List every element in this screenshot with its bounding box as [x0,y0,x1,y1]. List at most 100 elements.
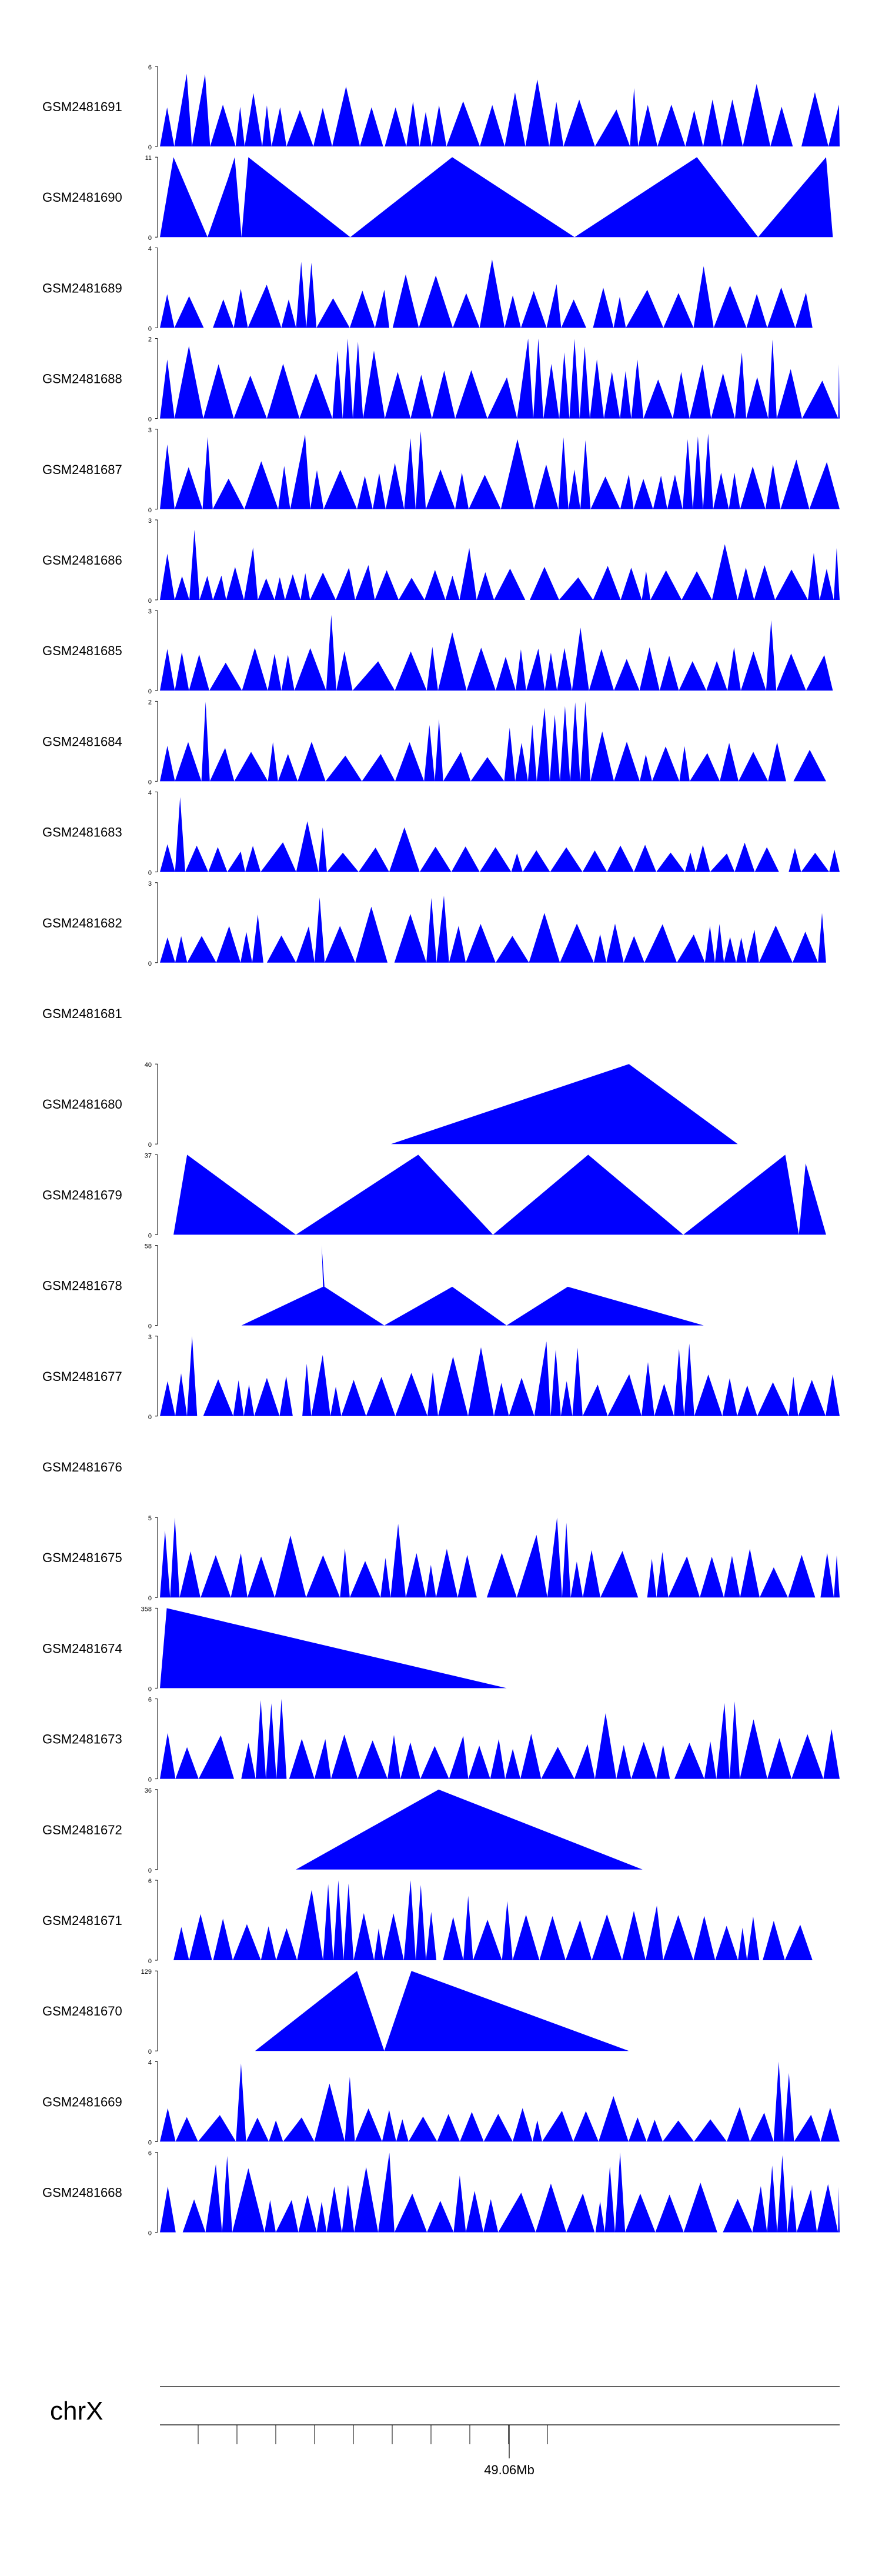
track-GSM2481670: GSM2481670 129 0 [42,1968,629,2056]
ruler-ticks [198,2425,548,2458]
y-max-label: 6 [148,1697,152,1704]
track-label: GSM2481675 [42,1550,122,1565]
track-GSM2481678: GSM2481678 58 0 [42,1243,704,1330]
y-max-label: 358 [141,1606,152,1613]
y-min-label: 0 [148,2048,152,2056]
track-label: GSM2481687 [42,462,122,477]
track-label: GSM2481682 [42,916,122,930]
y-min-label: 0 [148,1777,152,1784]
track-label: GSM2481681 [42,1006,122,1021]
track-label: GSM2481686 [42,553,122,568]
y-max-label: 4 [148,2059,152,2066]
y-min-label: 0 [148,2139,152,2146]
track-label: GSM2481683 [42,825,122,840]
y-max-label: 40 [145,1062,152,1069]
track-GSM2481680: GSM2481680 40 0 [42,1062,738,1149]
track-GSM2481672: GSM2481672 36 0 [42,1787,643,1874]
track-GSM2481679: GSM2481679 37 0 [42,1152,826,1239]
track-label: GSM2481680 [42,1097,122,1112]
y-max-label: 2 [148,699,152,706]
y-min-label: 0 [148,870,152,877]
coverage-area [160,157,833,238]
track-GSM2481690: GSM2481690 11 0 [42,155,833,242]
track-GSM2481669: GSM2481669 4 0 [42,2059,840,2146]
y-max-label: 3 [148,608,152,615]
y-min-label: 0 [148,507,152,514]
y-max-label: 6 [148,1878,152,1885]
track-label: GSM2481677 [42,1369,122,1384]
y-max-label: 37 [145,1152,152,1159]
y-min-label: 0 [148,779,152,786]
position-label: 49.06Mb [484,2462,534,2477]
y-min-label: 0 [148,1323,152,1330]
coverage-area [160,74,840,146]
track-label: GSM2481673 [42,1732,122,1747]
track-GSM2481673: GSM2481673 6 0 [42,1697,840,1784]
coverage-area [255,1971,629,2051]
track-label: GSM2481688 [42,372,122,386]
coverage-area [160,701,826,782]
track-GSM2481683: GSM2481683 4 0 [42,790,840,877]
y-min-label: 0 [148,1686,152,1693]
coverage-area [160,529,840,600]
y-max-label: 129 [141,1968,152,1976]
track-GSM2481671: GSM2481671 6 0 [42,1878,813,1965]
coverage-area [160,895,826,963]
coverage-area [160,2061,840,2142]
track-label: GSM2481668 [42,2185,122,2200]
track-GSM2481687: GSM2481687 3 0 [42,427,840,514]
y-max-label: 2 [148,336,152,343]
y-max-label: 3 [148,427,152,434]
y-max-label: 4 [148,790,152,797]
track-GSM2481674: GSM2481674 358 0 [42,1606,507,1693]
coverage-area [160,1517,840,1598]
coverage-area [160,2152,840,2233]
y-max-label: 11 [145,155,152,162]
track-label: GSM2481669 [42,2094,122,2109]
track-GSM2481685: GSM2481685 3 0 [42,608,833,695]
y-min-label: 0 [148,1595,152,1602]
track-label: GSM2481684 [42,734,122,749]
y-min-label: 0 [148,144,152,151]
y-min-label: 0 [148,2230,152,2237]
track-label: GSM2481676 [42,1460,122,1474]
coverage-area [160,1336,840,1416]
coverage-area [160,615,833,691]
y-min-label: 0 [148,598,152,605]
y-min-label: 0 [148,1232,152,1239]
coverage-area [160,797,840,872]
y-min-label: 0 [148,1867,152,1874]
track-label: GSM2481670 [42,2004,122,2018]
y-min-label: 0 [148,688,152,695]
track-GSM2481682: GSM2481682 3 0 [42,880,826,967]
track-GSM2481684: GSM2481684 2 0 [42,699,826,786]
y-min-label: 0 [148,1414,152,1421]
y-max-label: 3 [148,518,152,525]
track-GSM2481689: GSM2481689 4 0 [42,245,813,332]
y-max-label: 58 [145,1243,152,1250]
track-label: GSM2481674 [42,1641,122,1656]
track-label: GSM2481690 [42,190,122,205]
coverage-area [241,1245,704,1326]
track-GSM2481691: GSM2481691 6 0 [42,64,840,151]
y-min-label: 0 [148,1142,152,1149]
track-GSM2481681: GSM2481681 [42,1006,122,1021]
y-min-label: 0 [148,960,152,967]
track-label: GSM2481672 [42,1823,122,1837]
coverage-area [173,1154,826,1235]
y-min-label: 0 [148,325,152,332]
y-max-label: 3 [148,880,152,887]
track-label: GSM2481679 [42,1187,122,1202]
coverage-area [160,338,840,419]
coverage-area [160,1608,507,1689]
chromosome-ruler: chrX 49.06Mb [50,2386,840,2477]
track-label: GSM2481685 [42,643,122,658]
coverage-area [160,259,813,328]
track-GSM2481688: GSM2481688 2 0 [42,336,840,423]
coverage-area [391,1064,738,1144]
coverage-area [160,1699,840,1779]
track-label: GSM2481671 [42,1913,122,1928]
track-GSM2481675: GSM2481675 5 0 [42,1515,840,1602]
y-max-label: 5 [148,1515,152,1522]
